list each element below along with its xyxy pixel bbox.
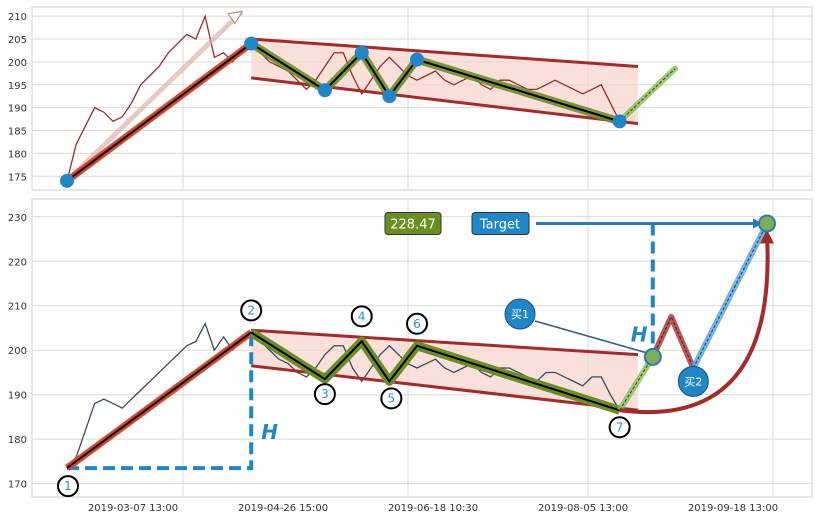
price-series-line xyxy=(66,13,252,182)
y-tick-label: 180 xyxy=(8,149,27,160)
pivot-marker xyxy=(382,89,397,104)
x-tick-label: 2019-03-07 13:00 xyxy=(88,503,178,514)
wave-point-badge xyxy=(608,416,631,439)
uptrend-line-inner xyxy=(66,331,252,469)
y-tick-label: 220 xyxy=(8,257,27,268)
h-measure-line xyxy=(67,332,254,471)
wave-point-badge xyxy=(406,312,428,335)
y-tick-label: 230 xyxy=(8,213,27,224)
y-tick-label: 200 xyxy=(8,58,27,69)
bottom-panel: 170 180 190 200 210 220 230 2019-03-07 13:00 201… xyxy=(8,198,813,514)
y-tick-label: 180 xyxy=(8,435,27,446)
x-tick-label: 2019-04-26 15:00 xyxy=(238,503,328,514)
pivot-marker xyxy=(244,36,259,51)
top-panel: 175 180 185 190 195 200 205 210 xyxy=(8,6,813,191)
y-tick-label: 195 xyxy=(8,81,27,92)
channel-upper-line xyxy=(251,37,639,68)
y-tick-label: 175 xyxy=(8,172,27,183)
price-series-line xyxy=(66,321,252,469)
wave-point-badge xyxy=(350,305,373,328)
buy1-label: 买1 xyxy=(511,308,529,321)
uptrend-arrow-shaft xyxy=(65,9,244,183)
y-tick-label: 205 xyxy=(8,35,27,46)
wave-point-label: 1 xyxy=(64,479,72,493)
wave-point-label: 3 xyxy=(321,387,329,401)
buy1-badge xyxy=(504,298,536,330)
pivot-marker xyxy=(354,45,369,60)
x-tick-label: 2019-06-18 10:30 xyxy=(388,503,478,514)
wave-point-label: 5 xyxy=(388,391,396,405)
x-tick-label: 2019-08-05 13:00 xyxy=(538,503,628,514)
green-projection-dashed xyxy=(619,356,654,411)
pivot-marker xyxy=(612,114,627,129)
y-tick-label: 190 xyxy=(8,104,27,115)
target-box xyxy=(471,211,530,235)
y-tick-label: 170 xyxy=(8,480,27,491)
uptrend-line-inner xyxy=(66,42,252,182)
pivot-marker xyxy=(317,83,332,98)
curve-arrow xyxy=(619,235,770,415)
buy2-badge xyxy=(677,365,709,397)
blue-projection-dashed xyxy=(692,223,768,369)
target-box-label: Target xyxy=(479,217,520,232)
pivot-marker xyxy=(60,173,74,188)
value-box xyxy=(384,211,442,235)
h-label-right: H xyxy=(631,322,648,346)
target-marker xyxy=(758,214,776,233)
y-tick-label: 190 xyxy=(8,391,27,402)
wave-point-badge xyxy=(57,475,79,498)
buy1-marker xyxy=(643,347,662,366)
projection-dashed xyxy=(619,68,676,122)
wave-point-badge xyxy=(313,383,336,406)
wave-point-label: 6 xyxy=(413,317,421,331)
red-projection-dashed xyxy=(652,315,694,369)
y-tick-label: 210 xyxy=(8,12,27,23)
wave-point-badge xyxy=(380,387,403,410)
buy1-pointer xyxy=(534,320,647,354)
y-tick-label: 200 xyxy=(8,346,27,357)
curve-arrow-head xyxy=(760,229,774,244)
wave-point-label: 4 xyxy=(358,309,366,323)
uptrend-arrow-head xyxy=(227,10,243,25)
h-label-left: H xyxy=(261,420,278,444)
wave-zigzag-inner xyxy=(250,331,620,412)
wave-point-badge xyxy=(240,299,263,322)
channel-upper-line xyxy=(251,328,639,357)
zigzag-inner xyxy=(250,42,620,123)
x-tick-label: 2019-09-18 13:00 xyxy=(688,503,778,514)
buy2-label: 买2 xyxy=(684,375,702,388)
y-tick-label: 210 xyxy=(8,302,27,313)
wave-point-label: 2 xyxy=(247,303,255,317)
pivot-marker xyxy=(410,52,424,67)
wave-point-label: 7 xyxy=(616,420,624,434)
value-box-label: 228.47 xyxy=(390,217,436,232)
y-tick-label: 185 xyxy=(8,127,27,138)
